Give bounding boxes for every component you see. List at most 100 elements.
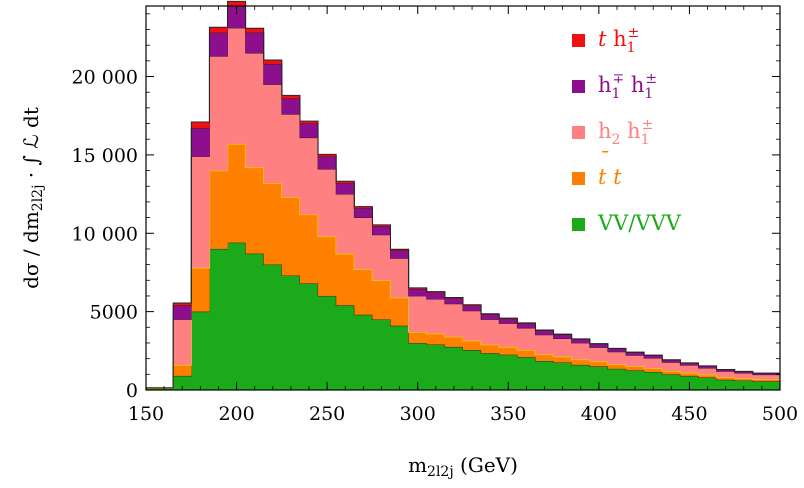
bar bbox=[644, 368, 663, 372]
bar bbox=[372, 234, 391, 281]
x-tick-label: 350 bbox=[490, 403, 526, 425]
bar bbox=[481, 344, 500, 354]
bar bbox=[698, 377, 717, 390]
bar bbox=[716, 377, 736, 380]
bar bbox=[146, 388, 174, 390]
bar bbox=[680, 365, 699, 373]
bar bbox=[191, 156, 210, 268]
bar bbox=[463, 340, 482, 351]
bar bbox=[299, 283, 319, 390]
bar bbox=[734, 373, 754, 379]
bar bbox=[408, 295, 428, 333]
bar bbox=[209, 248, 228, 390]
legend-overbar: ¯ bbox=[600, 148, 611, 172]
bar bbox=[281, 114, 301, 198]
legend-label-vv: VV/VVV bbox=[597, 211, 682, 235]
bar bbox=[245, 167, 265, 254]
bar bbox=[607, 364, 627, 369]
legend-swatch bbox=[572, 172, 585, 185]
bar bbox=[463, 305, 482, 311]
bar bbox=[263, 264, 283, 390]
x-tick-label: 500 bbox=[762, 403, 798, 425]
bar bbox=[299, 137, 319, 215]
bar bbox=[734, 371, 754, 374]
bar bbox=[173, 305, 192, 320]
bar bbox=[336, 181, 355, 184]
bar bbox=[227, 27, 246, 144]
bar bbox=[173, 303, 192, 306]
bar bbox=[553, 334, 572, 339]
bar bbox=[499, 346, 518, 355]
bar bbox=[626, 352, 645, 356]
bar bbox=[644, 358, 663, 369]
bar bbox=[444, 336, 464, 347]
bar bbox=[426, 292, 446, 300]
bar bbox=[698, 374, 717, 378]
bar bbox=[716, 369, 736, 372]
bar bbox=[517, 350, 536, 358]
legend-label-tt: t t bbox=[598, 165, 622, 189]
bar bbox=[354, 217, 373, 270]
bar bbox=[336, 194, 355, 254]
legend-label-h2h1: h2 h1± bbox=[598, 117, 653, 148]
bar bbox=[245, 253, 265, 390]
bar bbox=[553, 338, 572, 357]
bar bbox=[734, 380, 754, 390]
x-tick-label: 200 bbox=[218, 403, 254, 425]
bar bbox=[318, 236, 337, 296]
y-tick-label: 0 bbox=[126, 380, 138, 402]
bar bbox=[481, 353, 500, 390]
bar bbox=[336, 253, 355, 306]
bar bbox=[318, 156, 337, 170]
bar bbox=[662, 374, 681, 390]
bar bbox=[390, 250, 409, 259]
bar bbox=[716, 371, 736, 378]
bar bbox=[173, 375, 192, 390]
y-axis-title: dσ / dm2l2j · ∫ ℒ dt bbox=[19, 107, 46, 289]
bar bbox=[662, 370, 681, 375]
bar bbox=[698, 368, 717, 375]
x-axis-title: m2l2j (GeV) bbox=[408, 453, 518, 480]
bar bbox=[318, 169, 337, 237]
bar bbox=[191, 121, 210, 129]
legend-swatch bbox=[572, 34, 585, 47]
series-3 bbox=[146, 5, 781, 389]
bar bbox=[263, 59, 283, 64]
legend: t h1± h1∓ h1± h2 h1± t t¯ VV/VVV bbox=[572, 25, 682, 235]
bar bbox=[463, 310, 482, 341]
bar bbox=[245, 28, 265, 33]
x-axis: 150 200 250 300 350 400 450 500 bbox=[128, 6, 798, 425]
bar bbox=[209, 32, 228, 57]
bar bbox=[336, 305, 355, 390]
bar bbox=[408, 287, 428, 289]
bar bbox=[426, 299, 446, 334]
bar bbox=[263, 84, 283, 184]
bar bbox=[191, 267, 210, 312]
bar bbox=[354, 314, 373, 390]
bar bbox=[752, 373, 781, 375]
bar bbox=[517, 328, 536, 351]
bar bbox=[354, 269, 373, 315]
y-tick-label: 20 000 bbox=[72, 67, 138, 89]
bar bbox=[408, 332, 428, 343]
bar bbox=[499, 354, 518, 390]
bar bbox=[354, 208, 373, 218]
bar bbox=[626, 366, 645, 371]
bar bbox=[589, 361, 609, 367]
bar bbox=[318, 154, 337, 157]
bar bbox=[227, 6, 246, 28]
bar bbox=[644, 371, 663, 390]
bar bbox=[499, 318, 518, 324]
bar bbox=[662, 359, 681, 363]
bar bbox=[517, 323, 536, 329]
bar bbox=[209, 170, 228, 249]
legend-label-hh: h1∓ h1± bbox=[598, 71, 657, 102]
bar bbox=[281, 275, 301, 390]
bar bbox=[535, 354, 554, 362]
bar bbox=[281, 98, 301, 115]
bar bbox=[680, 363, 699, 366]
y-axis: 0 5000 10 000 15 000 20 000 bbox=[72, 13, 780, 402]
bar bbox=[589, 366, 609, 390]
bar bbox=[263, 63, 283, 85]
bar bbox=[535, 361, 554, 390]
